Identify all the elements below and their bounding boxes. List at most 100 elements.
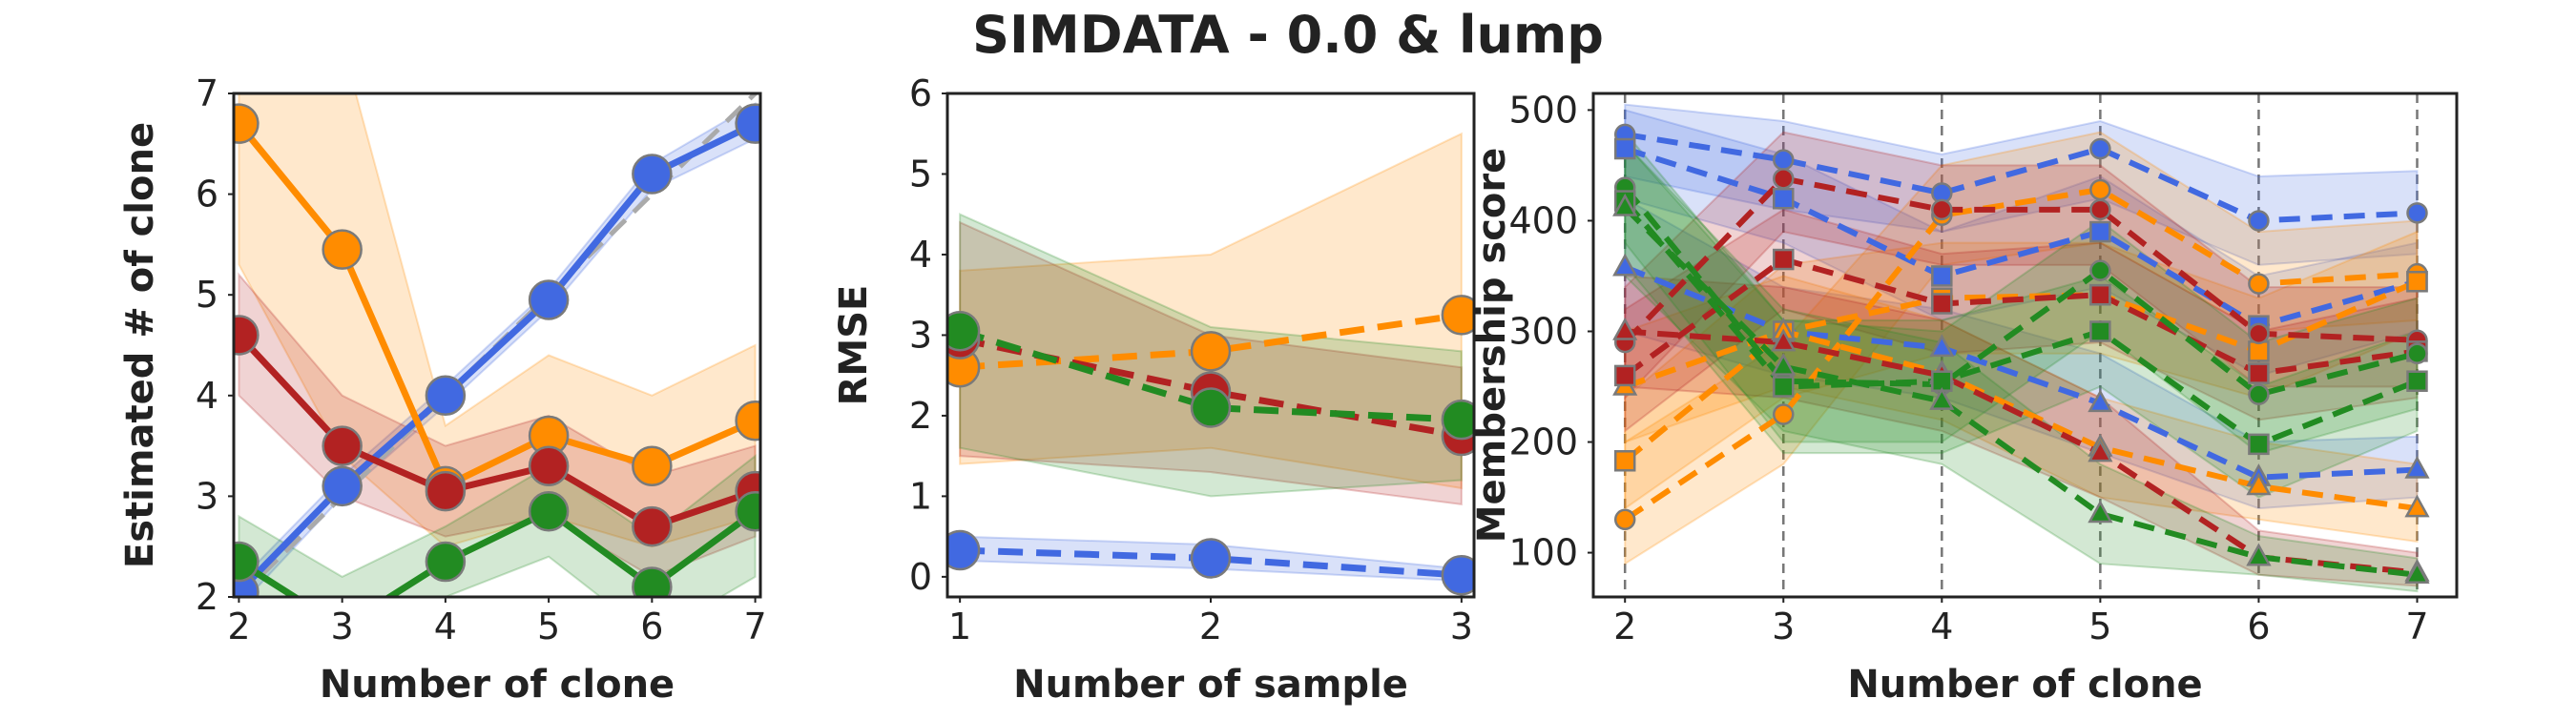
x-axis-label: Number of sample	[1013, 663, 1408, 707]
data-point	[2404, 455, 2430, 479]
data-point	[735, 103, 760, 144]
series-line	[1623, 186, 2418, 523]
data-point	[1441, 399, 1474, 441]
series-line	[1624, 131, 2418, 224]
x-tick-label: 2	[227, 606, 250, 647]
data-point	[1931, 198, 1953, 221]
data-point	[1441, 554, 1474, 596]
data-point	[632, 505, 673, 547]
y-axis-label: Estimated # of clone	[118, 122, 162, 568]
x-tick-label: 4	[434, 606, 457, 647]
data-point	[2248, 433, 2270, 456]
y-tick-label: 4	[909, 234, 932, 276]
plot-frame	[1591, 92, 2459, 599]
data-point	[1613, 508, 1636, 531]
data-point	[2088, 439, 2113, 462]
data-point	[2406, 271, 2428, 293]
data-point	[2248, 322, 2270, 345]
confidence-band	[1624, 140, 2419, 499]
y-tick-label: 5	[909, 153, 932, 195]
plot-area	[947, 132, 1474, 596]
y-tick-label: 2	[909, 395, 932, 437]
data-point	[1931, 293, 1953, 315]
y-tick-label: 6	[909, 72, 932, 114]
y-tick-label: 1	[909, 475, 932, 517]
y-tick-label: 3	[909, 314, 932, 356]
data-point	[2406, 370, 2428, 392]
data-point	[1771, 328, 1797, 352]
x-tick-label: 6	[2247, 606, 2270, 647]
data-point	[2088, 389, 2113, 413]
data-point	[947, 529, 981, 571]
x-tick-label: 5	[2088, 606, 2111, 647]
y-axis-label: Membership score	[1470, 148, 1514, 544]
data-point	[2089, 320, 2111, 342]
data-point	[1612, 193, 1638, 216]
plot-area	[1612, 93, 2430, 597]
data-point	[1773, 187, 1795, 210]
data-point	[735, 400, 760, 442]
data-point	[1773, 248, 1795, 271]
series-line	[1624, 264, 2418, 481]
data-point	[632, 154, 673, 195]
data-point	[2089, 283, 2111, 306]
x-axis-label: Number of clone	[1847, 663, 2202, 707]
y-tick-label: 3	[196, 475, 218, 517]
y-tick-label: 4	[196, 375, 218, 417]
series-line	[1625, 328, 2418, 576]
data-point	[632, 445, 673, 486]
data-point	[1929, 387, 1955, 410]
data-point	[322, 229, 363, 270]
y-tick-label: 500	[1508, 89, 1578, 131]
data-point	[425, 375, 467, 417]
data-point	[2089, 137, 2111, 160]
x-tick-label: 5	[537, 606, 560, 647]
data-point	[2088, 500, 2113, 524]
data-point	[1613, 450, 1636, 472]
chart-panel-3: 2 3 4 5 6 7 100 200 300 400 500 Number of clone Memb…	[1470, 89, 2459, 707]
data-point	[322, 465, 363, 507]
data-point	[2089, 259, 2111, 281]
data-point	[1190, 331, 1232, 372]
chart-panels: 2 3 4 5 6 7 2 3 4 5 6 7 Number of clone Estimated # o…	[118, 72, 2459, 707]
plot-area	[234, 93, 760, 597]
data-point	[1441, 295, 1474, 336]
series-line	[1624, 146, 2419, 329]
y-tick-label: 7	[196, 72, 218, 114]
series-line	[1622, 185, 2419, 398]
data-point	[1612, 317, 1638, 340]
x-tick-label: 3	[1772, 606, 1795, 647]
data-point	[1190, 387, 1232, 428]
data-point	[234, 541, 260, 583]
data-point	[2404, 494, 2430, 518]
data-point	[1190, 538, 1232, 579]
plot-frame	[232, 92, 762, 599]
data-point	[1773, 403, 1795, 425]
data-point	[1771, 353, 1797, 376]
confidence-band	[1624, 131, 2419, 565]
data-point	[322, 425, 363, 466]
data-point	[234, 103, 260, 144]
chart-panel-1: 2 3 4 5 6 7 2 3 4 5 6 7 Number of clone Estimated # o…	[118, 72, 767, 707]
data-point	[1612, 253, 1638, 277]
data-point	[1931, 265, 1953, 287]
data-point	[632, 566, 673, 597]
x-axis-label: Number of clone	[320, 663, 675, 707]
y-tick-label: 200	[1508, 421, 1578, 463]
data-point	[2406, 202, 2428, 224]
data-point	[234, 315, 260, 356]
figure-title: SIMDATA - 0.0 & lump	[972, 5, 1604, 65]
data-point	[2089, 198, 2111, 221]
y-tick-label: 300	[1508, 310, 1578, 352]
data-point	[1773, 168, 1795, 190]
series-line	[1623, 257, 2418, 379]
y-tick-label: 400	[1508, 199, 1578, 241]
y-tick-label: 0	[909, 556, 932, 598]
y-tick-label: 5	[196, 274, 218, 316]
data-point	[1613, 364, 1636, 387]
data-point	[425, 470, 467, 512]
data-point	[528, 445, 570, 486]
data-point	[2404, 561, 2430, 585]
x-tick-label: 2	[1199, 606, 1222, 647]
